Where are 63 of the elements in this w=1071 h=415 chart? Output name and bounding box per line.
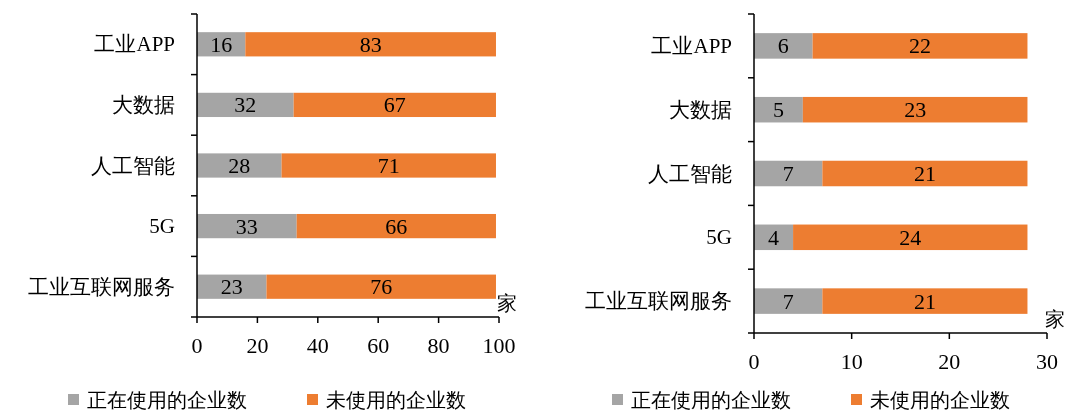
data-label: 83 bbox=[359, 31, 382, 57]
data-label: 33 bbox=[235, 213, 258, 239]
bar bbox=[802, 96, 1028, 123]
data-label: 23 bbox=[220, 274, 243, 300]
x-tick-label: 20 bbox=[246, 333, 269, 358]
y-tick-label: 工业APP bbox=[94, 32, 175, 57]
data-label: 66 bbox=[385, 213, 408, 239]
x-tick-label: 80 bbox=[427, 333, 450, 358]
x-tick-label: 20 bbox=[938, 349, 961, 374]
y-tick-label: 大数据 bbox=[112, 92, 175, 117]
x-axis-title: 家 bbox=[497, 292, 517, 314]
y-tick-label: 5G bbox=[706, 225, 732, 250]
legend-label: 正在使用的企业数 bbox=[87, 389, 247, 411]
x-tick-label: 40 bbox=[306, 333, 329, 358]
bar bbox=[197, 153, 282, 178]
x-axis-title: 家 bbox=[1045, 308, 1065, 330]
data-label: 22 bbox=[909, 33, 932, 59]
data-label: 23 bbox=[904, 97, 927, 123]
y-tick-label: 大数据 bbox=[669, 97, 732, 122]
data-label: 67 bbox=[383, 92, 406, 118]
bar bbox=[281, 153, 496, 178]
data-label: 5 bbox=[772, 97, 784, 123]
data-label: 28 bbox=[228, 153, 251, 178]
bar bbox=[293, 92, 496, 118]
bar bbox=[245, 32, 496, 57]
bar bbox=[793, 224, 1028, 251]
x-tick-label: 30 bbox=[1036, 349, 1058, 374]
data-label: 32 bbox=[234, 92, 257, 118]
bar bbox=[754, 33, 813, 59]
bar bbox=[822, 160, 1028, 187]
data-label: 16 bbox=[210, 31, 233, 57]
y-tick-label: 人工智能 bbox=[648, 161, 732, 186]
data-label: 6 bbox=[777, 33, 789, 59]
bar bbox=[812, 33, 1028, 59]
bar bbox=[197, 213, 297, 239]
y-tick-label: 人工智能 bbox=[91, 153, 175, 178]
data-label: 7 bbox=[782, 288, 794, 314]
legend-label: 未使用的企业数 bbox=[870, 389, 1010, 411]
legend-label: 未使用的企业数 bbox=[326, 389, 466, 411]
data-label: 21 bbox=[913, 161, 936, 186]
data-label: 71 bbox=[377, 153, 400, 178]
x-tick-label: 0 bbox=[191, 333, 203, 358]
bar bbox=[266, 274, 496, 299]
data-label: 21 bbox=[913, 288, 936, 314]
bar bbox=[754, 96, 803, 123]
data-label: 76 bbox=[370, 274, 393, 300]
bar bbox=[197, 92, 294, 118]
legend-label: 正在使用的企业数 bbox=[631, 389, 791, 411]
bar bbox=[296, 213, 496, 239]
bar bbox=[754, 160, 823, 187]
y-tick-label: 工业互联网服务 bbox=[585, 289, 732, 314]
y-tick-label: 工业APP bbox=[651, 33, 732, 58]
x-tick-label: 10 bbox=[840, 349, 863, 374]
y-tick-label: 工业互联网服务 bbox=[28, 274, 175, 299]
data-label: 7 bbox=[782, 161, 794, 186]
bar bbox=[754, 288, 823, 314]
data-label: 24 bbox=[899, 224, 922, 250]
x-tick-label: 100 bbox=[482, 333, 516, 358]
x-tick-label: 60 bbox=[367, 333, 390, 358]
x-tick-label: 0 bbox=[748, 349, 760, 374]
bar bbox=[822, 288, 1028, 314]
data-label: 4 bbox=[768, 224, 780, 250]
y-tick-label: 5G bbox=[149, 214, 175, 239]
